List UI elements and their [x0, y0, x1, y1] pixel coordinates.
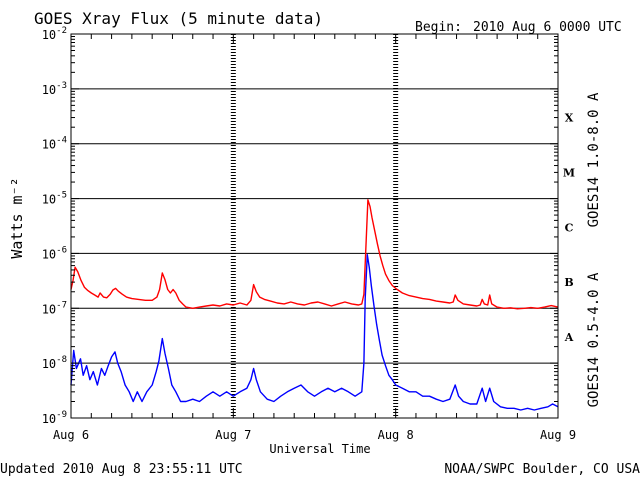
x-tick-label: Aug 6 [53, 428, 89, 442]
series-layer [70, 199, 559, 411]
credit-line: NOAA/SWPC Boulder, CO USA [444, 462, 640, 477]
series-long-channel [70, 199, 559, 310]
legend-short-channel: GOES14 0.5-4.0 A [586, 272, 602, 407]
begin-label: Begin: [415, 20, 462, 35]
y-tick-label: 10-5 [42, 191, 67, 207]
legend-long-channel: GOES14 1.0-8.0 A [586, 92, 602, 227]
grid-layer [71, 34, 558, 418]
y-tick-label: 10-9 [42, 410, 67, 426]
y-tick-label: 10-4 [42, 136, 67, 152]
updated-timestamp: Updated 2010 Aug 8 23:55:11 UTC [0, 462, 243, 477]
y-axis-label: Watts m⁻² [8, 177, 26, 258]
y-tick-label: 10-7 [42, 300, 67, 316]
begin-value: 2010 Aug 6 0000 UTC [473, 20, 622, 35]
x-tick-label: Aug 8 [378, 428, 414, 442]
flare-class-label: B [564, 276, 573, 289]
plot-frame [70, 33, 559, 419]
y-tick-label: 10-8 [42, 355, 67, 371]
flare-class-label: X [565, 112, 574, 125]
axes-layer: 10-2 10-3 10-4 10-5 10-6 10-7 10-8 10-9 Aug 6 Aug… [42, 26, 576, 442]
x-axis-label: Universal Time [269, 442, 370, 456]
y-tick-label: 10-6 [42, 245, 67, 261]
x-tick-label: Aug 7 [215, 428, 251, 442]
x-tick-label: Aug 9 [540, 428, 576, 442]
y-tick-label: 10-3 [42, 81, 67, 97]
flare-class-label: A [564, 331, 574, 344]
series-short-channel [70, 253, 559, 411]
chart-title: GOES Xray Flux (5 minute data) [34, 9, 323, 28]
y-tick-label: 10-2 [42, 26, 67, 42]
flare-class-label: M [563, 166, 575, 179]
flare-class-label: C [565, 221, 574, 234]
